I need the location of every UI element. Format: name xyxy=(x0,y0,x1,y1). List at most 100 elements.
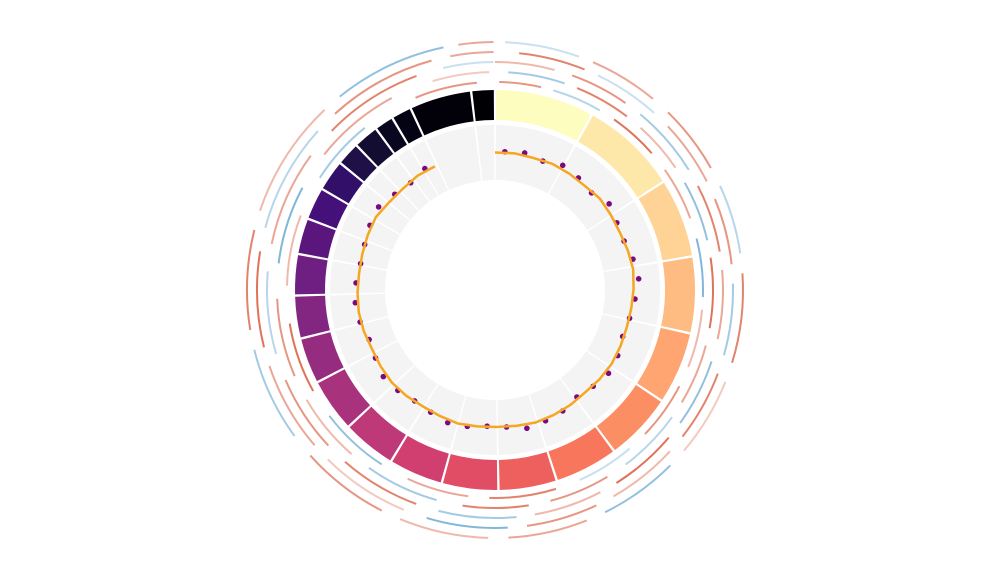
heat-arc xyxy=(499,81,542,89)
heat-arc xyxy=(508,519,588,539)
heat-arc xyxy=(426,517,508,529)
scatter-point xyxy=(352,299,359,306)
heat-arc xyxy=(458,41,494,46)
segment xyxy=(318,369,371,426)
segment xyxy=(301,332,344,382)
heat-arc xyxy=(592,61,654,100)
heat-arc xyxy=(489,487,557,499)
track-background xyxy=(548,146,634,230)
scatter-point xyxy=(605,370,612,377)
heat-arc xyxy=(415,81,477,99)
heat-arc xyxy=(432,71,490,83)
heat-arc xyxy=(687,309,704,368)
heat-arc xyxy=(253,349,296,437)
heat-arc xyxy=(318,127,366,179)
heat-arc xyxy=(613,118,653,154)
heat-arc xyxy=(722,283,734,356)
heat-arc xyxy=(576,87,628,118)
heat-arc xyxy=(708,257,714,329)
track-background xyxy=(560,351,632,423)
scatter-point xyxy=(606,201,612,207)
heat-arc xyxy=(571,74,627,104)
segment xyxy=(496,90,591,141)
segment xyxy=(411,91,474,136)
heat-arc xyxy=(450,51,494,58)
heat-arc xyxy=(508,71,565,85)
heat-arc xyxy=(327,458,405,511)
heat-arc xyxy=(695,238,704,298)
heat-arc xyxy=(462,504,529,509)
segment xyxy=(295,295,330,338)
heat-arc xyxy=(550,475,608,502)
track-background xyxy=(602,263,660,325)
segment xyxy=(548,427,613,480)
heat-arc xyxy=(644,385,681,435)
segment xyxy=(298,219,336,259)
heat-arc xyxy=(328,415,383,466)
heat-arc xyxy=(286,215,302,286)
heat-arc xyxy=(579,447,631,481)
segment xyxy=(596,384,661,451)
heat-arc xyxy=(259,109,326,212)
segment xyxy=(442,454,498,490)
heat-arc xyxy=(494,61,555,71)
track-background xyxy=(335,317,398,366)
heat-arc xyxy=(399,518,489,539)
heat-arc xyxy=(519,52,585,71)
segment xyxy=(578,115,663,198)
heat-arc xyxy=(368,467,437,501)
segment xyxy=(295,255,328,295)
segment xyxy=(498,452,556,490)
heat-arc xyxy=(276,298,296,377)
heat-arc xyxy=(309,454,383,512)
heat-arc xyxy=(305,399,353,455)
heat-arc xyxy=(330,74,417,132)
heat-arc xyxy=(270,155,312,245)
heat-arc xyxy=(679,361,713,424)
heat-arc xyxy=(731,273,744,364)
segment xyxy=(638,182,692,261)
track-background xyxy=(426,126,482,190)
segment xyxy=(308,190,348,229)
heat-arc xyxy=(625,416,673,466)
scatter-point xyxy=(635,276,642,282)
heat-arc xyxy=(612,450,671,498)
track-background xyxy=(476,125,495,181)
heat-arc xyxy=(526,504,597,527)
heat-arc xyxy=(683,182,709,241)
heat-arc xyxy=(696,185,721,252)
track-background xyxy=(349,341,415,402)
scatter-point xyxy=(375,204,382,210)
heat-arc xyxy=(268,365,316,446)
track-background xyxy=(381,157,430,211)
heat-arc xyxy=(277,187,304,264)
scatter-point xyxy=(559,162,566,169)
heat-arc xyxy=(334,59,432,115)
segment xyxy=(637,327,690,400)
heat-arc xyxy=(680,345,707,403)
segment xyxy=(322,164,363,204)
heat-arc xyxy=(667,111,712,169)
heat-arc xyxy=(604,464,672,514)
heat-arc xyxy=(553,89,601,112)
segment xyxy=(377,118,407,153)
heat-arc xyxy=(246,229,256,331)
segment xyxy=(393,109,423,144)
track-background xyxy=(410,384,466,449)
heat-arc xyxy=(442,61,494,69)
heat-arc xyxy=(719,185,742,254)
track-background xyxy=(586,314,656,381)
heat-arc xyxy=(639,126,677,169)
heat-arc xyxy=(323,97,393,156)
heat-arc xyxy=(681,373,719,438)
heat-arc xyxy=(266,271,278,355)
scatter-point xyxy=(380,373,387,380)
heat-arc xyxy=(256,251,265,348)
heat-arc xyxy=(713,198,733,265)
segment xyxy=(357,129,394,167)
heat-arc xyxy=(438,509,517,519)
segment xyxy=(392,435,449,483)
scatter-point xyxy=(444,419,451,426)
